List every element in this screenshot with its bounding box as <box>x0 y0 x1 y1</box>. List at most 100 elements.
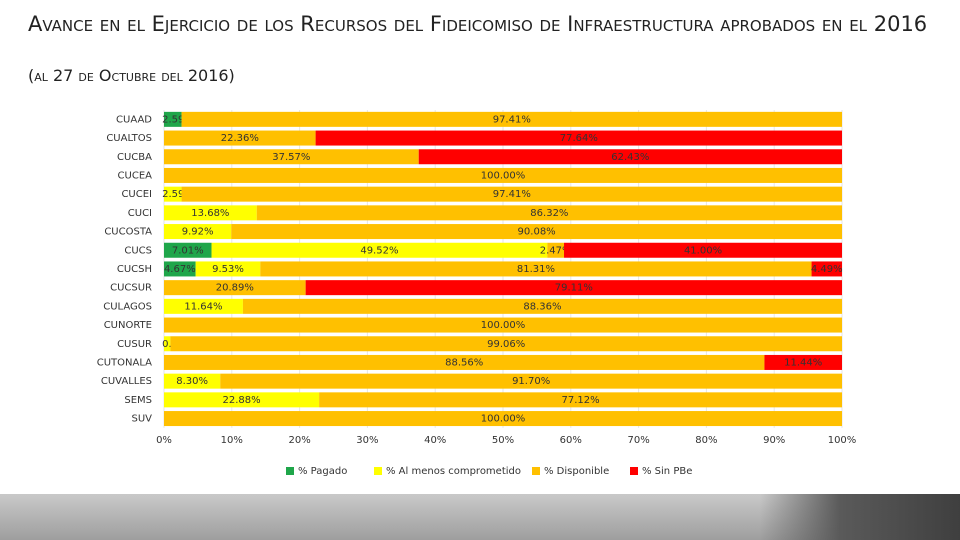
bar-segment <box>305 280 843 296</box>
value-label: 4.49% <box>811 264 843 275</box>
value-label: 4.67% <box>164 264 196 275</box>
bar-segment <box>242 298 843 314</box>
value-label: 77.12% <box>561 395 599 406</box>
value-label: 100.00% <box>481 320 526 331</box>
bar-segment <box>260 261 812 277</box>
bar-segment <box>319 392 842 408</box>
value-label: 81.31% <box>517 264 555 275</box>
y-tick-label: CULAGOS <box>103 301 152 312</box>
bar-segment <box>220 373 843 389</box>
bar-segment <box>164 149 419 165</box>
bar-segment <box>564 242 842 258</box>
x-tick-label: 10% <box>221 435 243 446</box>
legend-swatch <box>286 467 294 475</box>
bar-segment <box>764 354 842 370</box>
x-tick-label: 40% <box>424 435 446 446</box>
bar-segment <box>164 298 243 314</box>
bar-segment <box>195 261 261 277</box>
legend-label: % Al menos comprometido <box>386 466 521 477</box>
value-label: 41.00% <box>684 245 722 256</box>
bar-segment <box>181 111 843 127</box>
bar-segment <box>315 130 842 146</box>
y-tick-label: SUV <box>131 414 152 425</box>
x-tick-label: 80% <box>695 435 717 446</box>
y-tick-label: CUALTOS <box>106 133 152 144</box>
legend-swatch <box>532 467 540 475</box>
y-tick-label: CUNORTE <box>104 320 152 331</box>
y-tick-label: CUTONALA <box>97 357 152 368</box>
legend-label: % Sin PBe <box>642 466 692 477</box>
bar-segment <box>231 224 843 240</box>
bar-segment <box>547 242 565 258</box>
value-label: 86.32% <box>530 208 568 219</box>
value-label: 2.59% <box>162 114 194 125</box>
bar-segment <box>211 242 548 258</box>
bar-segment <box>164 411 842 427</box>
y-tick-label: CUCBA <box>117 152 152 163</box>
bar-segment <box>164 392 320 408</box>
y-tick-label: CUCSUR <box>110 283 152 294</box>
bar-segment <box>164 373 221 389</box>
value-label: 13.68% <box>191 208 229 219</box>
value-label: 91.70% <box>512 376 550 387</box>
x-tick-label: 90% <box>763 435 785 446</box>
value-label: 37.57% <box>272 152 310 163</box>
footer-image <box>760 494 960 540</box>
y-tick-label: CUCOSTA <box>104 227 152 238</box>
bar-segment <box>164 167 842 183</box>
bar-segment <box>164 205 257 221</box>
legend-swatch <box>630 467 638 475</box>
value-label: 97.41% <box>493 189 531 200</box>
y-tick-label: CUCI <box>128 208 152 219</box>
x-tick-label: 100% <box>828 435 857 446</box>
legend-swatch <box>374 467 382 475</box>
value-label: 11.44% <box>784 357 822 368</box>
footer-band <box>0 494 960 540</box>
bar-segment <box>164 224 232 240</box>
value-label: 90.08% <box>518 227 556 238</box>
y-tick-label: CUCEA <box>118 170 153 181</box>
x-tick-label: 60% <box>560 435 582 446</box>
y-tick-label: CUAAD <box>116 114 152 125</box>
value-label: 100.00% <box>481 170 526 181</box>
bar-segment <box>170 336 843 352</box>
x-tick-label: 30% <box>356 435 378 446</box>
value-label: 100.00% <box>481 414 526 425</box>
x-tick-label: 20% <box>288 435 310 446</box>
bar-segment <box>164 280 306 296</box>
value-label: 9.92% <box>182 227 214 238</box>
value-label: 79.11% <box>555 283 593 294</box>
bar-segment <box>256 205 843 221</box>
legend-label: % Disponible <box>544 466 609 477</box>
y-tick-label: CUVALLES <box>101 376 152 387</box>
bar-segment <box>811 261 842 277</box>
y-tick-label: CUCSH <box>117 264 152 275</box>
x-tick-label: 50% <box>492 435 514 446</box>
value-label: 2.59% <box>162 189 194 200</box>
legend-label: % Pagado <box>298 466 347 477</box>
value-label: 77.64% <box>560 133 598 144</box>
x-tick-label: 0% <box>156 435 172 446</box>
chart-title: Avance en el Ejercicio de los Recursos d… <box>28 12 928 36</box>
bar-segment <box>164 261 196 277</box>
bar-segment <box>164 186 182 202</box>
bar-segment <box>164 242 212 258</box>
value-label: 49.52% <box>360 245 398 256</box>
value-label: 20.89% <box>216 283 254 294</box>
y-tick-label: CUCS <box>124 245 152 256</box>
value-label: 88.36% <box>523 301 561 312</box>
value-label: 2.47% <box>540 245 572 256</box>
value-label: 8.30% <box>176 376 208 387</box>
chart: 0% 10% 20% 30% 40% 50% 60% 70% 80% 90% 100% CUAAD 2.… <box>97 110 857 477</box>
bar-segment <box>181 186 843 202</box>
y-tick-label: SEMS <box>124 395 152 406</box>
value-label: 22.88% <box>222 395 260 406</box>
bar-segment <box>164 111 182 127</box>
value-label: 22.36% <box>221 133 259 144</box>
bar-segment <box>164 317 842 333</box>
x-tick-label: 70% <box>627 435 649 446</box>
value-label: 11.64% <box>184 301 222 312</box>
bar-segment <box>418 149 842 165</box>
bar-segment <box>164 130 316 146</box>
